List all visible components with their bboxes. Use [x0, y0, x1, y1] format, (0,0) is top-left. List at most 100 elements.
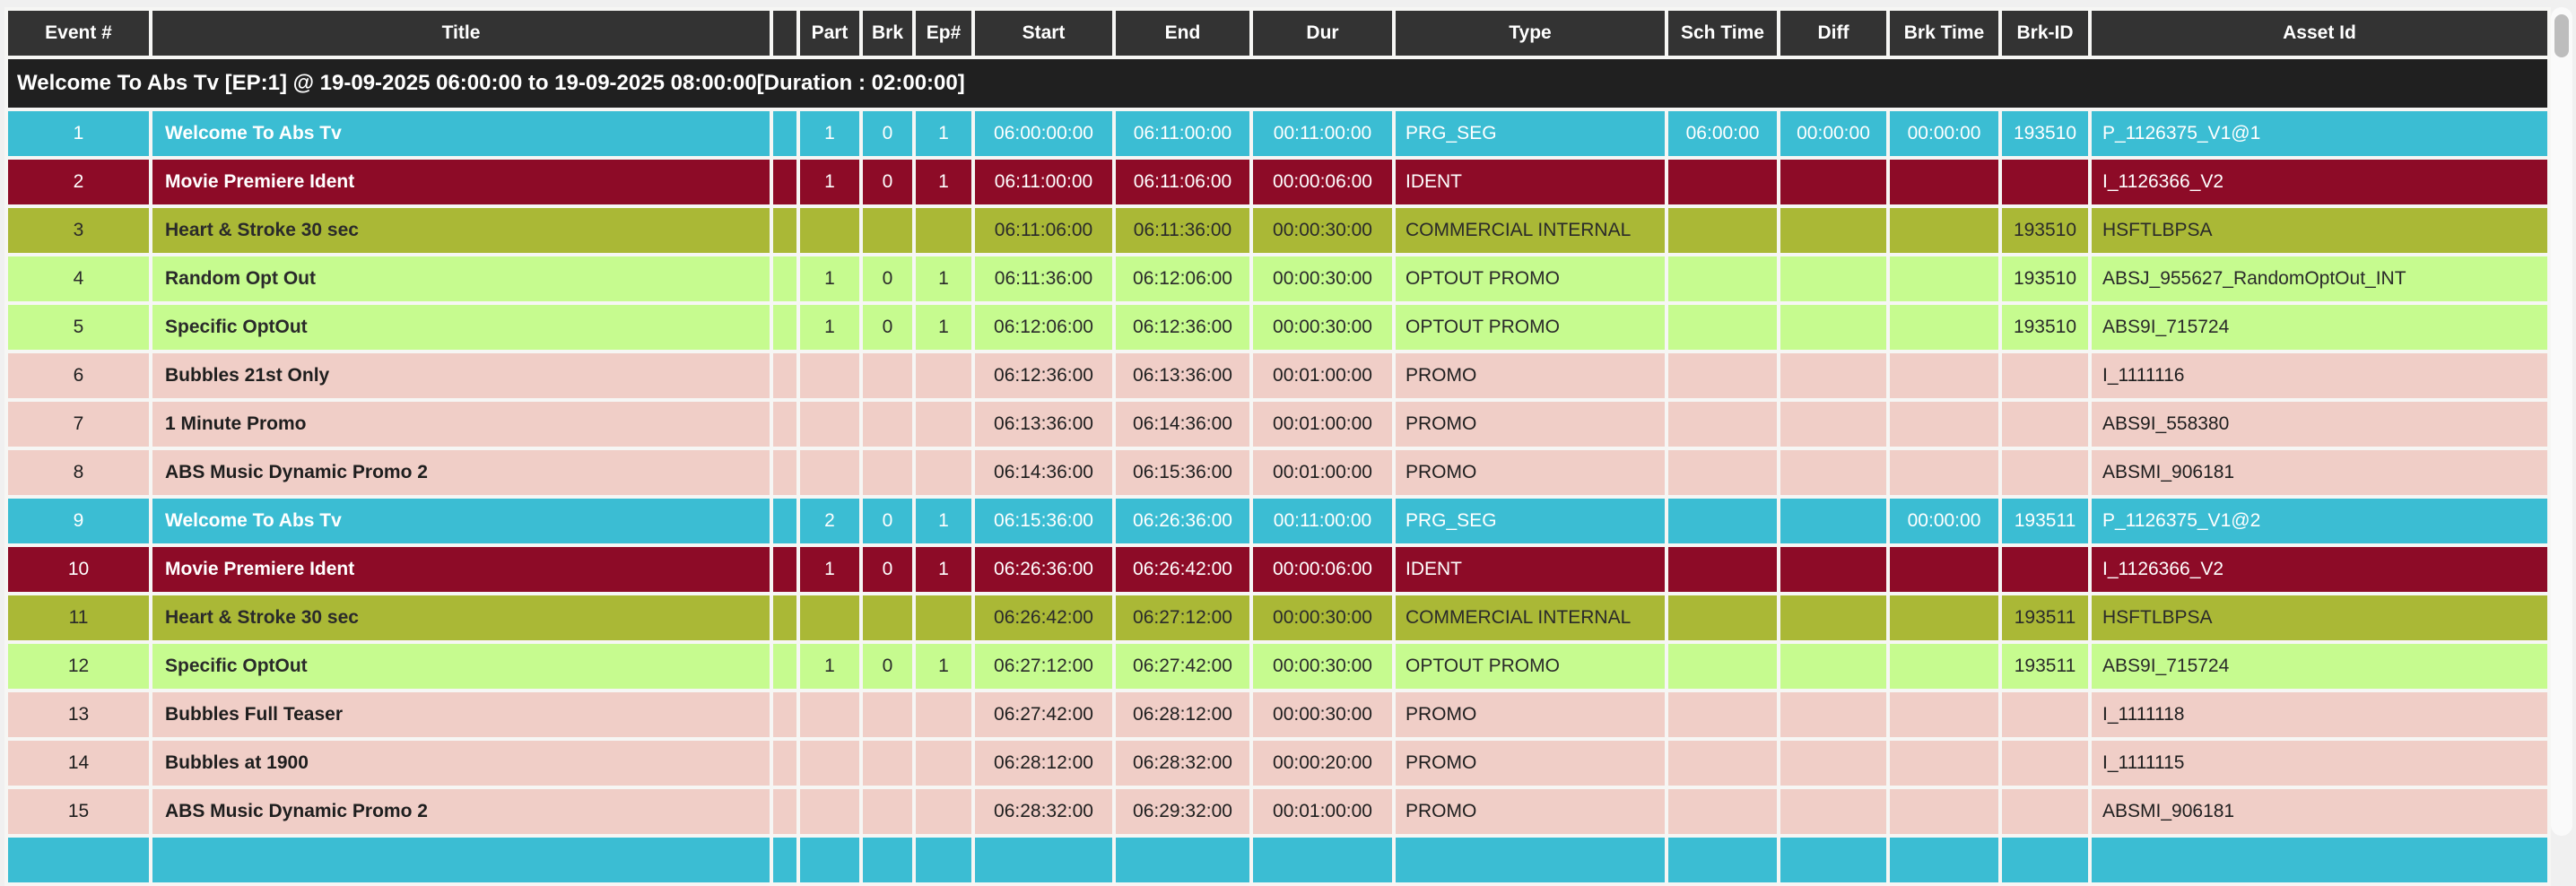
cell-type: PRG_SEG [1396, 499, 1665, 543]
cell-start: 06:12:06:00 [975, 305, 1112, 350]
table-row[interactable]: 10 Movie Premiere Ident 1 0 1 06:26:36:00 06:2… [8, 547, 2547, 592]
playlist-rows: 1 Welcome To Abs Tv 1 0 1 06:00:00:00 06:11:00… [8, 111, 2547, 882]
program-group-header-row[interactable]: Welcome To Abs Tv [EP:1] @ 19-09-2025 06… [8, 59, 2547, 108]
column-header-part[interactable]: Part [800, 11, 859, 56]
cell-title: Movie Premiere Ident [152, 547, 770, 592]
cell-asset: I_1111118 [2092, 692, 2547, 737]
cell-event: 15 [8, 789, 149, 834]
cell-blank [773, 789, 796, 834]
cell-asset: P_1126375_V1@2 [2092, 499, 2547, 543]
table-row[interactable]: 1 Welcome To Abs Tv 1 0 1 06:00:00:00 06:11:00… [8, 111, 2547, 156]
column-header-type[interactable]: Type [1396, 11, 1665, 56]
cell-brkid: 193510 [2002, 111, 2088, 156]
cell-start: 06:11:00:00 [975, 160, 1112, 204]
cell-end: 06:11:06:00 [1116, 160, 1249, 204]
cell-brkid [2002, 789, 2088, 834]
cell-title: Bubbles at 1900 [152, 741, 770, 786]
cell-dur: 00:00:30:00 [1253, 305, 1392, 350]
cell-type [1396, 838, 1665, 882]
cell-diff [1780, 741, 1886, 786]
table-row[interactable]: 3 Heart & Stroke 30 sec 06:11:06:00 06:11:3… [8, 208, 2547, 253]
cell-dur: 00:00:30:00 [1253, 208, 1392, 253]
column-header-ep[interactable]: Ep# [916, 11, 971, 56]
cell-brkid: 193511 [2002, 644, 2088, 689]
column-header-sch-time[interactable]: Sch Time [1668, 11, 1777, 56]
cell-diff: 00:00:00 [1780, 111, 1886, 156]
cell-start: 06:28:32:00 [975, 789, 1112, 834]
cell-part [800, 402, 859, 447]
cell-event: 2 [8, 160, 149, 204]
column-header-event-number[interactable]: Event # [8, 11, 149, 56]
column-header-diff[interactable]: Diff [1780, 11, 1886, 56]
cell-brk: 0 [863, 256, 912, 301]
column-header-dur[interactable]: Dur [1253, 11, 1392, 56]
vertical-scrollbar[interactable] [2551, 7, 2572, 836]
cell-brktime [1890, 450, 1998, 495]
column-header-brk-id[interactable]: Brk-ID [2002, 11, 2088, 56]
cell-asset: HSFTLBPSA [2092, 595, 2547, 640]
cell-ep [916, 692, 971, 737]
program-group-header-text: Welcome To Abs Tv [EP:1] @ 19-09-2025 06… [8, 59, 2547, 108]
playout-schedule-screen: { "columns": [ {"key":"event","label":"E… [8, 7, 2572, 882]
cell-title: Heart & Stroke 30 sec [152, 208, 770, 253]
column-header-title[interactable]: Title [152, 11, 770, 56]
table-row[interactable]: 4 Random Opt Out 1 0 1 06:11:36:00 06:12:06:00… [8, 256, 2547, 301]
cell-sch [1668, 402, 1777, 447]
cell-brk [863, 692, 912, 737]
table-row[interactable]: 2 Movie Premiere Ident 1 0 1 06:11:00:00 06:11… [8, 160, 2547, 204]
cell-brkid [2002, 838, 2088, 882]
cell-brk [863, 402, 912, 447]
table-row[interactable]: 8 ABS Music Dynamic Promo 2 06:14:36:00 06:… [8, 450, 2547, 495]
table-row[interactable]: 6 Bubbles 21st Only 06:12:36:00 06:13:36:00… [8, 353, 2547, 398]
table-row[interactable]: 12 Specific OptOut 1 0 1 06:27:12:00 06:27:42:… [8, 644, 2547, 689]
scrollbar-thumb[interactable] [2554, 14, 2569, 57]
cell-brktime [1890, 305, 1998, 350]
cell-brkid: 193511 [2002, 595, 2088, 640]
table-row[interactable]: 14 Bubbles at 1900 06:28:12:00 06:28:32:00 0… [8, 741, 2547, 786]
cell-event: 3 [8, 208, 149, 253]
column-header-end[interactable]: End [1116, 11, 1249, 56]
cell-title: Random Opt Out [152, 256, 770, 301]
cell-event: 13 [8, 692, 149, 737]
cell-part: 1 [800, 547, 859, 592]
cell-type: PROMO [1396, 353, 1665, 398]
cell-part [800, 450, 859, 495]
column-header-start[interactable]: Start [975, 11, 1112, 56]
cell-blank [773, 692, 796, 737]
cell-asset: ABS9I_558380 [2092, 402, 2547, 447]
column-header-brk-time[interactable]: Brk Time [1890, 11, 1998, 56]
cell-brkid: 193510 [2002, 208, 2088, 253]
cell-sch [1668, 353, 1777, 398]
cell-end: 06:12:06:00 [1116, 256, 1249, 301]
table-row[interactable]: 11 Heart & Stroke 30 sec 06:26:42:00 06:27:… [8, 595, 2547, 640]
cell-brkid: 193511 [2002, 499, 2088, 543]
table-row-partial[interactable] [8, 838, 2547, 882]
cell-blank [773, 499, 796, 543]
cell-title: 1 Minute Promo [152, 402, 770, 447]
cell-end [1116, 838, 1249, 882]
cell-part: 2 [800, 499, 859, 543]
table-row[interactable]: 5 Specific OptOut 1 0 1 06:12:06:00 06:12:36:0… [8, 305, 2547, 350]
cell-ep [916, 741, 971, 786]
column-header-blank[interactable] [773, 11, 796, 56]
cell-dur [1253, 838, 1392, 882]
column-header-asset-id[interactable]: Asset Id [2092, 11, 2547, 56]
cell-sch [1668, 741, 1777, 786]
cell-title: Bubbles 21st Only [152, 353, 770, 398]
cell-part: 1 [800, 111, 859, 156]
cell-title [152, 838, 770, 882]
cell-dur: 00:01:00:00 [1253, 353, 1392, 398]
cell-dur: 00:11:00:00 [1253, 111, 1392, 156]
table-row[interactable]: 15 ABS Music Dynamic Promo 2 06:28:32:00 06… [8, 789, 2547, 834]
table-row[interactable]: 9 Welcome To Abs Tv 2 0 1 06:15:36:00 06:26:36… [8, 499, 2547, 543]
cell-start: 06:26:36:00 [975, 547, 1112, 592]
cell-event: 5 [8, 305, 149, 350]
column-header-brk[interactable]: Brk [863, 11, 912, 56]
cell-blank [773, 595, 796, 640]
table-row[interactable]: 13 Bubbles Full Teaser 06:27:42:00 06:28:12… [8, 692, 2547, 737]
cell-dur: 00:00:30:00 [1253, 256, 1392, 301]
cell-brk: 0 [863, 499, 912, 543]
cell-start: 06:12:36:00 [975, 353, 1112, 398]
cell-blank [773, 353, 796, 398]
